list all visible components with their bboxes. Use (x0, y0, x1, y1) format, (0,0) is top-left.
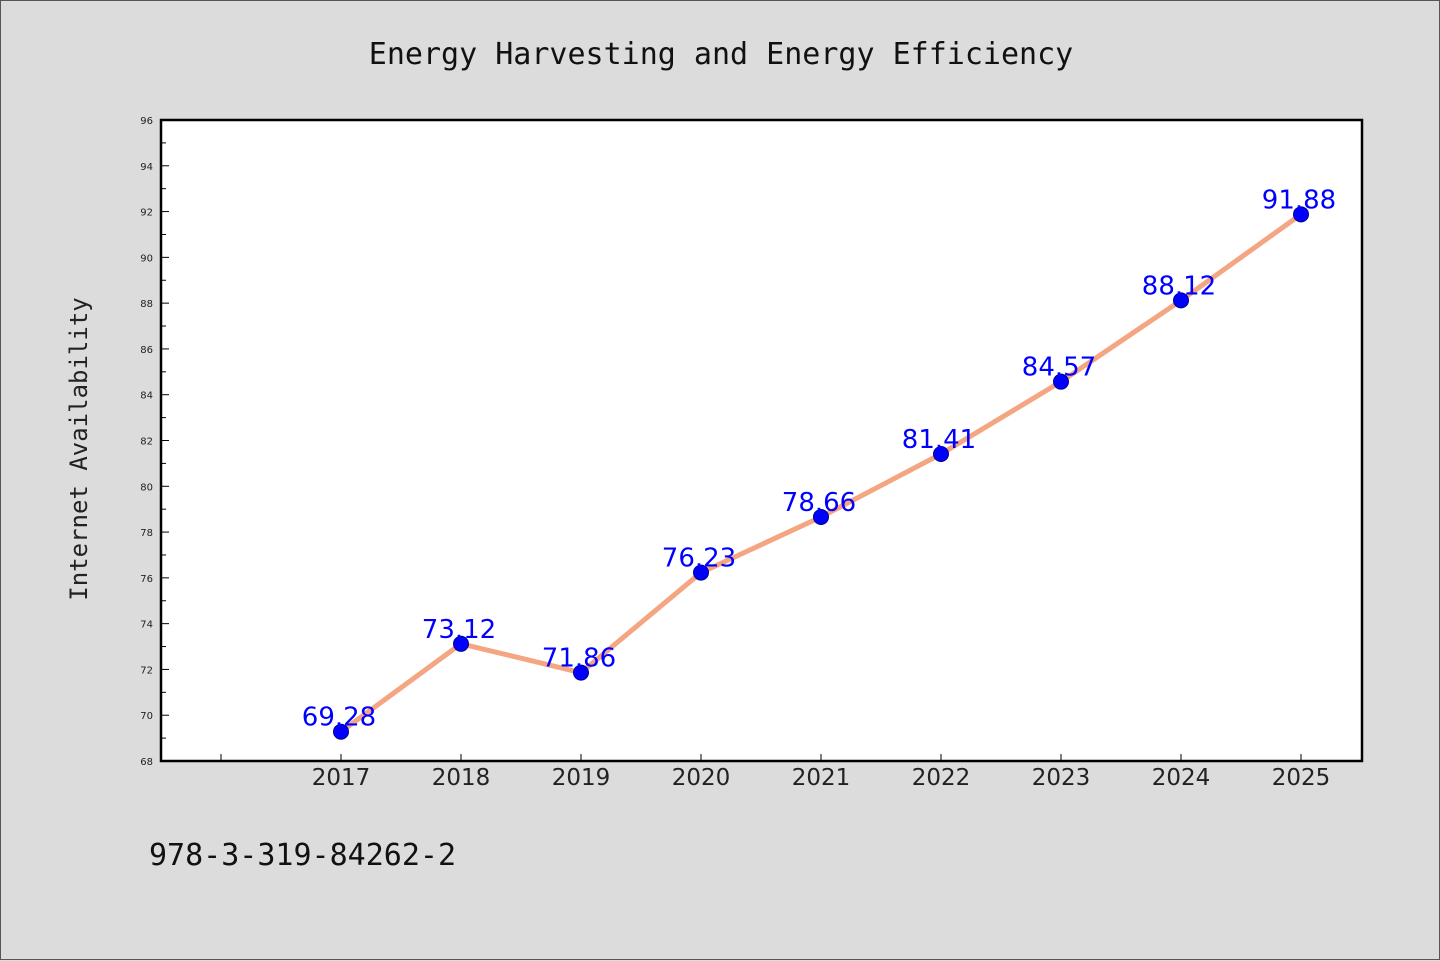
plot-border (159, 118, 1364, 763)
isbn-text: 978-3-319-84262-2 (149, 838, 456, 873)
marker-group (333, 206, 1309, 740)
data-point (1053, 373, 1069, 390)
data-label: 91.88 (1262, 185, 1336, 215)
y-axis-label: Internet Availability (65, 297, 93, 600)
data-point (933, 446, 949, 463)
y-tick-label: 82 (140, 437, 153, 448)
x-axis: 2017 2018 2019 2020 2021 2022 2023 2024 2025 (220, 754, 1331, 791)
data-label: 76.23 (662, 544, 736, 574)
data-point (1173, 292, 1189, 309)
data-label: 73.12 (422, 615, 496, 645)
y-tick-label: 86 (140, 345, 153, 356)
y-tick-label: 78 (140, 528, 153, 539)
y-axis: 68 70 72 74 76 78 80 82 84 86 88 90 92 94 96 (140, 116, 169, 768)
data-label: 69.28 (302, 703, 376, 733)
x-tick-label: 2025 (1272, 765, 1331, 791)
y-tick-label: 88 (140, 299, 153, 310)
data-point (693, 564, 709, 581)
x-tick-label: 2018 (432, 765, 491, 791)
x-tick-label: 2020 (672, 765, 731, 791)
data-label: 81.41 (902, 425, 976, 455)
x-tick-label: 2024 (1152, 765, 1211, 791)
plot-area (161, 120, 1362, 761)
y-tick-label: 96 (140, 116, 153, 127)
y-tick-label: 76 (140, 574, 153, 585)
data-label: 88.12 (1142, 271, 1216, 301)
x-tick-label: 2023 (1032, 765, 1091, 791)
chart-title: Energy Harvesting and Energy Efficiency (369, 37, 1073, 72)
data-point (453, 635, 469, 652)
data-point (1293, 206, 1309, 223)
data-label: 78.66 (782, 488, 856, 518)
data-point (333, 723, 349, 740)
y-tick-label: 74 (140, 620, 153, 631)
data-point (573, 664, 589, 681)
y-tick-label: 94 (140, 162, 153, 173)
y-tick-label: 84 (140, 391, 153, 402)
y-tick-label: 72 (140, 665, 153, 676)
x-tick-label: 2021 (792, 765, 851, 791)
x-tick-label: 2017 (312, 765, 371, 791)
y-tick-label: 92 (140, 208, 153, 219)
y-tick-label: 68 (140, 757, 153, 768)
x-tick-label: 2022 (912, 765, 971, 791)
x-tick-label: 2019 (552, 765, 611, 791)
data-label: 84.57 (1022, 353, 1096, 383)
y-tick-label: 90 (140, 253, 153, 264)
data-label-group: 69.28 73.12 71.86 76.23 78.66 81.41 84.57 88.12… (302, 185, 1336, 732)
y-tick-label: 80 (140, 482, 153, 493)
data-label: 71.86 (542, 644, 616, 674)
y-tick-label: 70 (140, 711, 153, 722)
data-point (813, 508, 829, 525)
